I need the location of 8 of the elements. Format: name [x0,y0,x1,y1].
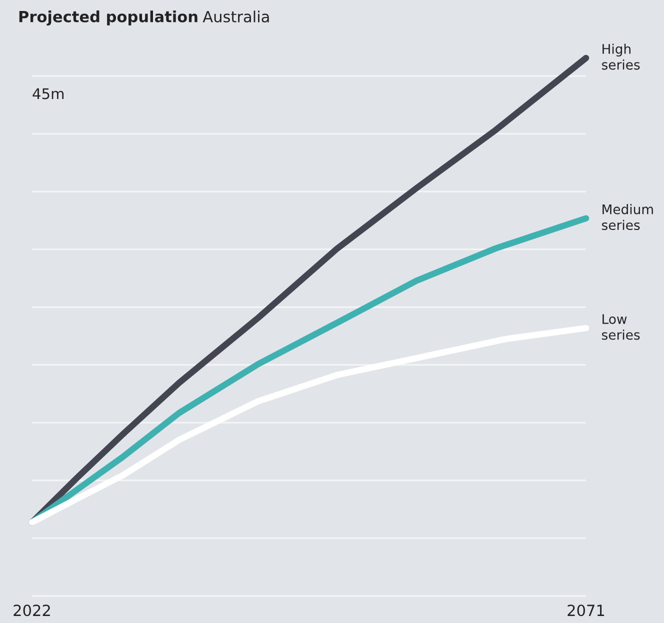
series-label: High series [602,44,640,70]
series-label: Medium series [602,204,653,230]
series-label: Low series [602,314,640,340]
annotation: 45m [32,88,64,100]
chart-subtitle: Australia [202,10,269,22]
x-tick-label: 2071 [568,604,604,616]
chart-title: Projected population [19,10,198,26]
x-tick-label: 2022 [14,604,50,616]
